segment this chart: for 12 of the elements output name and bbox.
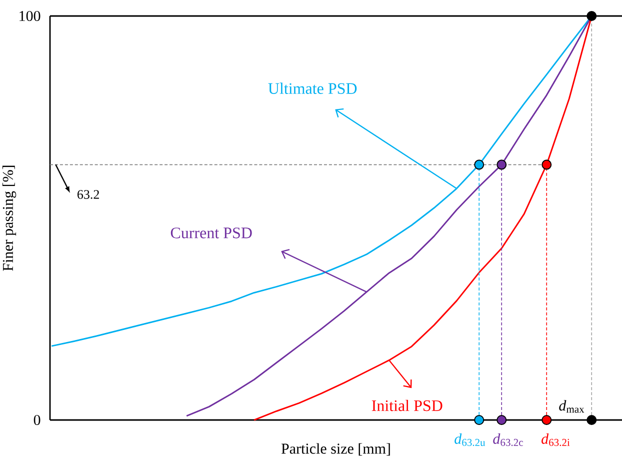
annotation: d$_{max}$: [559, 400, 584, 413]
y-axis-title: Finer passing [%]: [2, 166, 16, 271]
legend-label: Initial PSD: [372, 400, 442, 412]
text: d$_{63.2i}$: [542, 433, 570, 446]
text: Current PSD: [170, 228, 252, 238]
text: d$_{63.2c}$: [493, 433, 523, 446]
ref-line-label: 63.2: [78, 190, 99, 199]
text: Ultimate PSD: [268, 82, 357, 94]
x-axis-title: Particle size [mm]: [281, 443, 390, 456]
text: d$_{63.2u}$: [454, 433, 486, 446]
y-tick-label: 0: [34, 414, 40, 426]
y-tick-label: 100: [20, 10, 40, 22]
